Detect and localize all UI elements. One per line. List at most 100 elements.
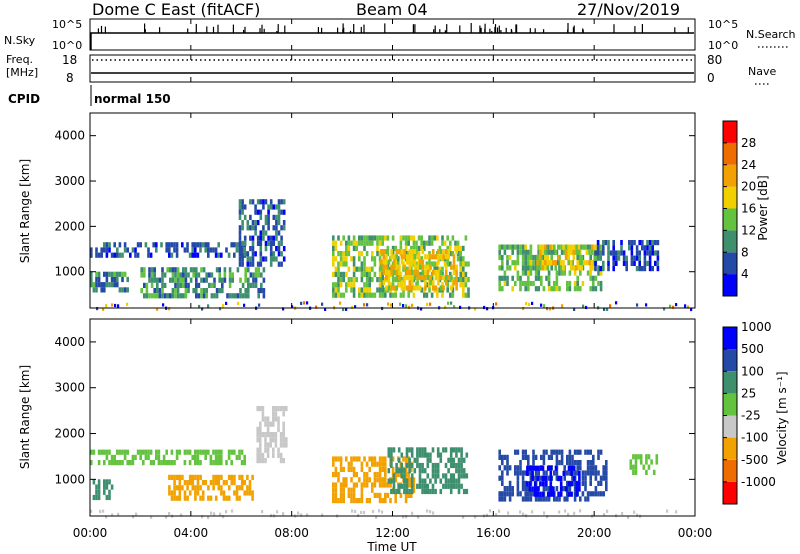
data-cell [261,432,265,438]
data-cell [334,245,338,251]
data-cell [567,491,571,497]
ground-echo-cell [342,307,345,312]
data-cell [612,245,615,251]
data-cell [426,254,430,260]
data-cell [272,225,276,231]
data-cell [332,287,335,293]
data-cell [334,482,338,488]
data-cell [560,270,564,276]
data-cell [238,214,242,220]
data-cell [264,421,267,427]
ground-echo-cell [168,307,171,311]
data-cell [536,260,539,266]
data-cell [352,292,356,298]
data-cell [437,269,440,275]
data-cell [646,250,649,256]
data-cell [337,477,340,483]
data-cell [577,265,581,271]
data-cell [194,485,197,491]
data-cell [97,494,101,501]
data-cell [526,470,529,476]
data-cell [541,249,544,255]
data-cell [462,256,465,262]
data-cell [589,265,592,271]
data-cell [449,245,452,251]
data-cell [498,280,501,287]
data-cell [277,214,281,220]
data-cell [247,293,250,299]
data-cell [434,275,438,281]
data-cell [342,292,345,298]
data-cell [532,260,535,266]
data-cell [166,293,169,299]
ground-echo-cell [222,515,225,519]
data-cell [571,475,574,481]
data-cell [586,465,590,471]
ground-echo-cell [111,303,114,307]
data-cell [110,276,114,283]
data-cell [272,437,275,443]
data-cell [256,199,260,205]
data-cell [352,271,356,277]
data-cell [342,235,345,241]
data-cell [160,460,163,466]
ground-echo-cell [99,509,102,513]
data-cell [413,264,417,270]
data-cell [452,478,456,484]
ground-echo-cell [627,515,630,519]
data-cell [524,449,527,455]
data-cell [540,496,543,502]
data-cell [630,255,634,261]
data-cell [408,259,412,265]
data-cell [123,242,127,248]
data-cell [358,477,361,483]
data-cell [416,275,419,281]
data-cell [233,242,236,248]
data-cell [455,462,458,469]
data-cell [174,267,177,273]
data-cell [339,292,343,298]
data-cell [553,286,556,292]
ground-echo-cell [531,301,534,305]
data-cell [121,271,124,277]
data-cell [410,266,413,272]
data-cell [451,292,455,298]
ground-echo-cell [96,307,99,311]
data-cell [339,256,343,262]
data-cell [394,492,397,498]
ground-echo-cell [405,515,408,519]
data-cell [524,454,527,460]
data-cell [402,261,405,267]
data-cell [116,252,119,258]
data-cell [282,426,285,432]
data-cell [420,235,423,241]
data-cell [460,468,463,474]
data-cell [447,468,450,474]
data-cell [428,251,431,257]
data-cell [184,288,188,294]
data-cell [431,249,435,255]
data-cell [405,488,409,495]
data-cell [105,252,109,258]
data-cell [620,250,623,256]
data-cell [332,282,335,288]
data-cell [527,491,530,497]
data-cell [277,426,280,432]
colorbar-segment [723,437,737,460]
data-cell [371,240,374,246]
data-cell [539,491,542,497]
data-cell [350,477,353,483]
data-cell [516,449,520,455]
data-cell [397,261,400,267]
data-cell [371,256,374,262]
data-cell [214,252,218,258]
data-cell [529,270,533,276]
data-cell [347,466,351,472]
data-cell [404,266,408,272]
data-cell [418,483,422,489]
data-cell [437,275,440,281]
data-cell [444,462,448,469]
data-cell [539,465,542,471]
data-cell [607,245,610,251]
data-cell [521,480,525,486]
